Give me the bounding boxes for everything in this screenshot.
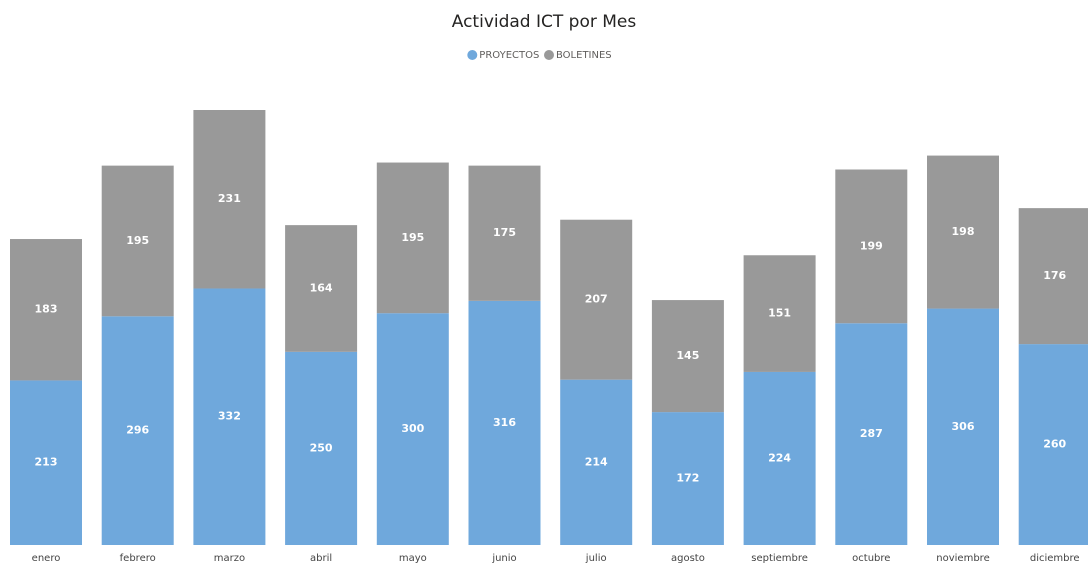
value-label: 260 xyxy=(1043,438,1066,451)
value-label: 175 xyxy=(493,226,516,239)
value-label: 207 xyxy=(585,293,608,306)
legend-label: BOLETINES xyxy=(556,50,612,61)
x-tick-label: agosto xyxy=(671,553,705,564)
bar-segment xyxy=(193,288,266,545)
chart-title: Actividad ICT por Mes xyxy=(452,12,637,32)
value-label: 172 xyxy=(676,472,699,485)
value-label: 164 xyxy=(310,281,333,294)
bar-segment xyxy=(468,300,541,545)
value-label: 145 xyxy=(676,349,699,362)
value-label: 300 xyxy=(401,422,424,435)
x-tick-label: septiembre xyxy=(751,553,808,564)
bar-segment xyxy=(927,155,999,309)
x-tick-label: diciembre xyxy=(1030,553,1080,564)
legend-label: PROYECTOS xyxy=(479,50,539,61)
x-tick-label: mayo xyxy=(399,553,427,564)
bar-segment xyxy=(285,225,358,352)
bar-segment xyxy=(651,412,724,545)
legend-marker xyxy=(544,50,554,60)
x-tick-label: abril xyxy=(310,553,332,564)
bar-segment xyxy=(376,313,449,545)
x-tick-label: enero xyxy=(32,553,61,564)
value-label: 195 xyxy=(126,234,149,247)
bar-segment xyxy=(10,380,82,545)
value-label: 195 xyxy=(401,231,424,244)
bar-segment xyxy=(468,165,541,301)
bar-segment xyxy=(835,323,908,545)
x-tick-label: febrero xyxy=(120,553,156,564)
bar-segment xyxy=(1018,208,1088,345)
value-label: 151 xyxy=(768,307,791,320)
value-label: 224 xyxy=(768,451,791,464)
bar-segment xyxy=(560,379,633,545)
bar-segment xyxy=(743,371,816,545)
bar-segment xyxy=(1018,344,1088,545)
bar-segment xyxy=(743,255,816,372)
value-label: 214 xyxy=(585,455,608,468)
legend-marker xyxy=(467,50,478,60)
value-label: 176 xyxy=(1043,269,1066,282)
x-tick-label: octubre xyxy=(852,553,890,564)
value-label: 287 xyxy=(860,427,883,440)
value-label: 332 xyxy=(218,410,241,423)
value-label: 250 xyxy=(310,441,333,454)
value-label: 231 xyxy=(218,192,241,205)
x-tick-label: marzo xyxy=(214,553,245,564)
value-label: 183 xyxy=(35,303,58,316)
bar-segment xyxy=(285,351,358,545)
bar-segment xyxy=(376,162,449,314)
bar-segment xyxy=(10,239,82,381)
x-tick-label: julio xyxy=(585,553,607,564)
value-label: 296 xyxy=(126,424,149,437)
bar-segment xyxy=(193,110,266,289)
value-label: 199 xyxy=(860,239,883,252)
value-label: 198 xyxy=(952,225,975,238)
value-label: 306 xyxy=(952,420,975,433)
x-tick-label: noviembre xyxy=(936,553,989,564)
bar-segment xyxy=(651,300,724,413)
bar-segment xyxy=(560,219,633,380)
bar-segment xyxy=(101,165,174,317)
value-label: 316 xyxy=(493,416,516,429)
bar-segment xyxy=(835,169,908,324)
bar-segment xyxy=(927,308,999,545)
value-label: 213 xyxy=(35,456,58,469)
bar-segment xyxy=(101,316,174,545)
x-tick-label: junio xyxy=(491,553,516,564)
